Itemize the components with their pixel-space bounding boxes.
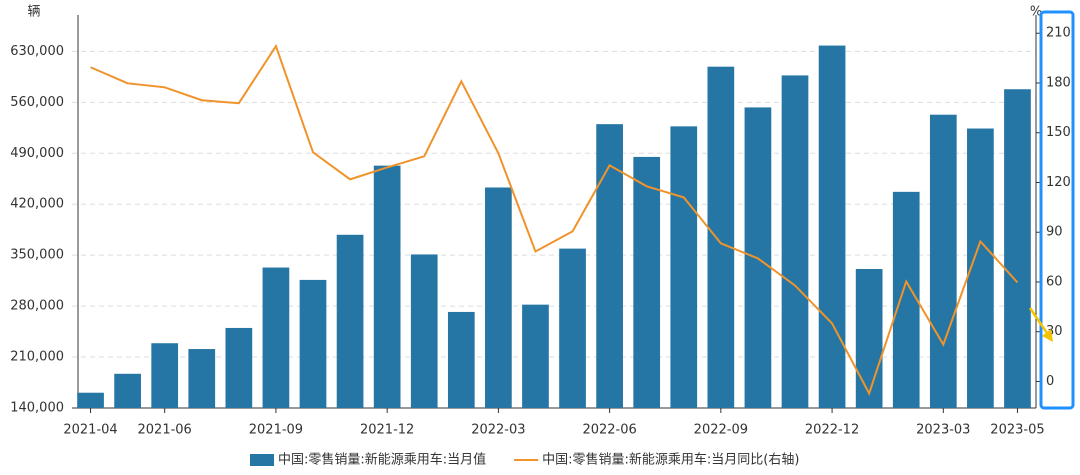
y-tick-label: 140,000 xyxy=(10,401,64,416)
legend-label: 中国:零售销量:新能源乘用车:当月值 xyxy=(278,452,486,468)
y2-tick-label: 210 xyxy=(1046,26,1071,41)
x-tick-label: 2021-12 xyxy=(360,423,414,438)
legend-swatch xyxy=(250,454,274,466)
y2-tick-label: 120 xyxy=(1046,175,1071,190)
bar xyxy=(114,373,141,408)
x-tick-label: 2022-03 xyxy=(471,423,525,438)
bar xyxy=(447,311,475,408)
bar xyxy=(336,234,364,408)
bar xyxy=(855,268,883,408)
x-tick-label: 2021-09 xyxy=(249,423,303,438)
bar xyxy=(633,156,661,408)
bar xyxy=(373,165,401,408)
legend-label: 中国:零售销量:新能源乘用车:当月同比(右轴) xyxy=(542,452,799,468)
bar xyxy=(225,327,253,408)
bar xyxy=(410,254,438,408)
line xyxy=(90,43,1019,396)
y2-tick-label: 150 xyxy=(1046,125,1071,140)
x-tick-label: 2023-03 xyxy=(916,423,970,438)
x-tick-label: 2022-06 xyxy=(582,423,636,438)
bar xyxy=(151,343,179,408)
x-tick-label: 2023-05 xyxy=(990,423,1044,438)
y-tick-label: 210,000 xyxy=(10,350,64,365)
annotation-arrow xyxy=(1028,307,1051,337)
y-tick-label: 560,000 xyxy=(10,95,64,110)
x-tick-label: 2021-04 xyxy=(63,423,117,438)
bar xyxy=(929,114,957,408)
bar xyxy=(670,126,698,408)
bar xyxy=(707,66,735,408)
y2-tick-label: 90 xyxy=(1046,225,1063,240)
y-tick-label: 630,000 xyxy=(10,44,64,59)
bar xyxy=(299,279,327,408)
y2-tick-label: 180 xyxy=(1046,75,1071,90)
bar xyxy=(188,349,216,408)
y2-tick-label: 0 xyxy=(1046,374,1054,389)
y-axis-label: 辆 xyxy=(27,5,40,20)
highlight-box xyxy=(1039,10,1075,410)
bar xyxy=(522,304,549,408)
y-tick-label: 280,000 xyxy=(10,299,64,314)
bar xyxy=(262,267,290,408)
x-tick-label: 2022-12 xyxy=(805,423,859,438)
annotation-arrowhead xyxy=(1042,329,1053,342)
y-tick-label: 350,000 xyxy=(10,248,64,263)
y2-tick-label: 60 xyxy=(1046,274,1063,289)
x-tick-label: 2022-09 xyxy=(694,423,748,438)
bar xyxy=(485,187,512,408)
bar xyxy=(559,248,586,408)
bar xyxy=(1004,89,1031,408)
bar xyxy=(781,75,809,409)
bar xyxy=(77,392,104,408)
y-tick-label: 420,000 xyxy=(10,197,64,212)
x-tick-label: 2021-06 xyxy=(138,423,192,438)
y-tick-label: 490,000 xyxy=(10,146,64,161)
bar xyxy=(892,191,920,408)
bar xyxy=(818,45,846,409)
y2-axis-label: % xyxy=(1030,5,1042,20)
